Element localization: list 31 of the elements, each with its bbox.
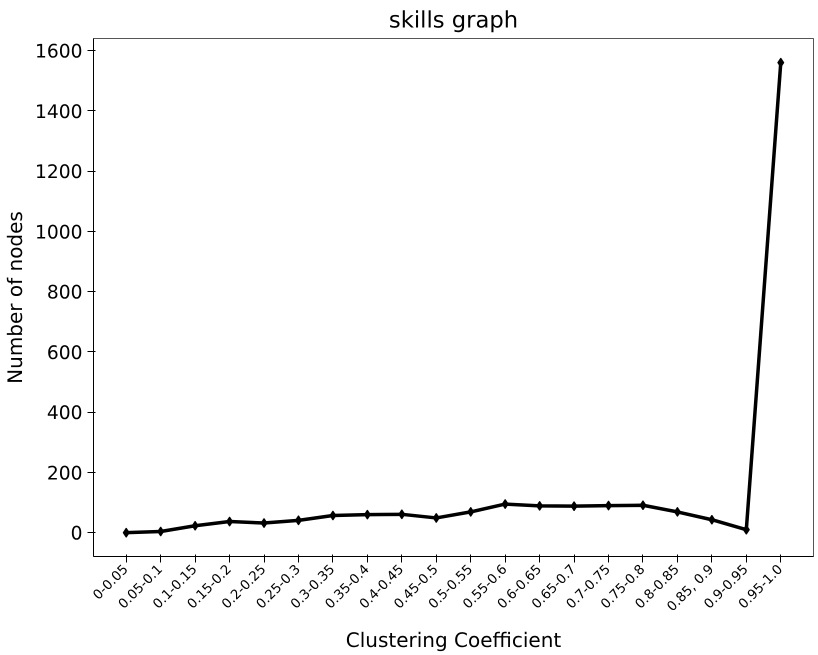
y-tick-label: 800: [46, 282, 82, 304]
point: [570, 501, 578, 512]
point: [605, 500, 612, 511]
point: [226, 516, 234, 527]
point: [364, 510, 371, 520]
point: [536, 500, 544, 511]
y-axis-title: Number of nodes: [3, 211, 28, 384]
y-tick-label: 1200: [35, 162, 83, 184]
y-tick-label: 200: [46, 463, 82, 484]
point: [157, 526, 164, 536]
point: [294, 515, 302, 526]
point: [639, 500, 646, 510]
y-tick-label: 0: [70, 524, 83, 545]
point: [674, 506, 681, 517]
x-axis-title: Clustering Coefficient: [346, 628, 562, 652]
point: [329, 510, 336, 521]
point: [708, 514, 716, 525]
point: [122, 528, 130, 538]
point: [432, 512, 440, 523]
point: [398, 509, 406, 520]
y-tick-label: 1000: [35, 222, 83, 244]
chart-title: skills graph: [388, 8, 518, 34]
y-tick-label: 1600: [35, 42, 83, 63]
point: [467, 506, 474, 517]
y-tick-label: 600: [46, 342, 82, 364]
point: [502, 499, 509, 510]
point: [192, 520, 199, 531]
y-tick-label: 400: [46, 403, 82, 424]
point: [742, 524, 750, 535]
y-tick-label: 1400: [35, 102, 83, 123]
point: [260, 518, 268, 528]
